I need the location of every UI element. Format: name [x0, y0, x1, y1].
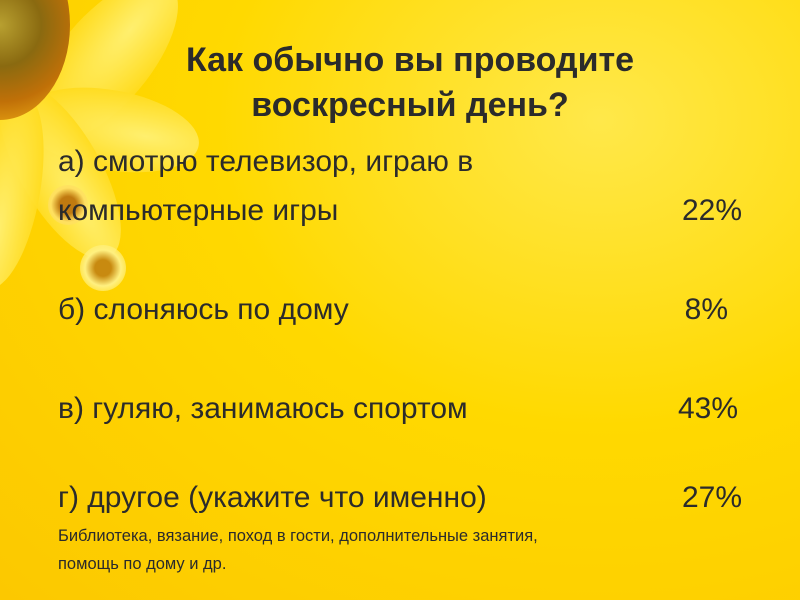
option-d-label: г) другое (укажите что именно)	[58, 481, 487, 514]
option-b-label: б) слоняюсь по дому	[58, 293, 349, 326]
note-line-2: помощь по дому и др.	[58, 555, 227, 573]
slide-title: Как обычно вы проводите воскресный день?	[90, 38, 730, 128]
option-a-line-1: а) смотрю телевизор, играю в	[58, 145, 474, 178]
option-d-percent: 27%	[681, 481, 742, 514]
option-b-percent: 8%	[684, 293, 728, 326]
option-a-percent: 22%	[681, 194, 742, 227]
note-line-1: Библиотека, вязание, поход в гости, допо…	[58, 527, 538, 545]
option-c-percent: 43%	[677, 392, 738, 425]
title-line-1: Как обычно вы проводите	[185, 41, 635, 79]
title-line-2: воскресный день?	[251, 86, 569, 124]
option-a-line-2: компьютерные игры	[58, 194, 339, 227]
note-text: Библиотека, вязание, поход в гости, допо…	[58, 522, 758, 578]
option-c-label: в) гуляю, занимаюсь спортом	[58, 392, 468, 425]
